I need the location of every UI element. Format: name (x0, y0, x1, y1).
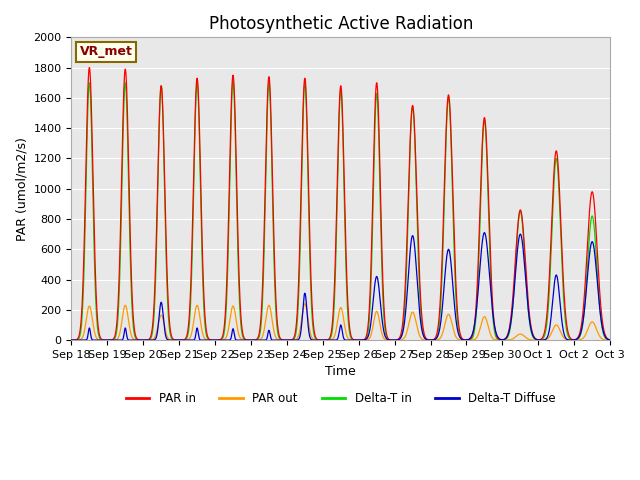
Y-axis label: PAR (umol/m2/s): PAR (umol/m2/s) (15, 137, 28, 240)
Title: Photosynthetic Active Radiation: Photosynthetic Active Radiation (209, 15, 473, 33)
Legend: PAR in, PAR out, Delta-T in, Delta-T Diffuse: PAR in, PAR out, Delta-T in, Delta-T Dif… (121, 387, 561, 410)
Text: VR_met: VR_met (79, 46, 132, 59)
X-axis label: Time: Time (325, 365, 356, 378)
